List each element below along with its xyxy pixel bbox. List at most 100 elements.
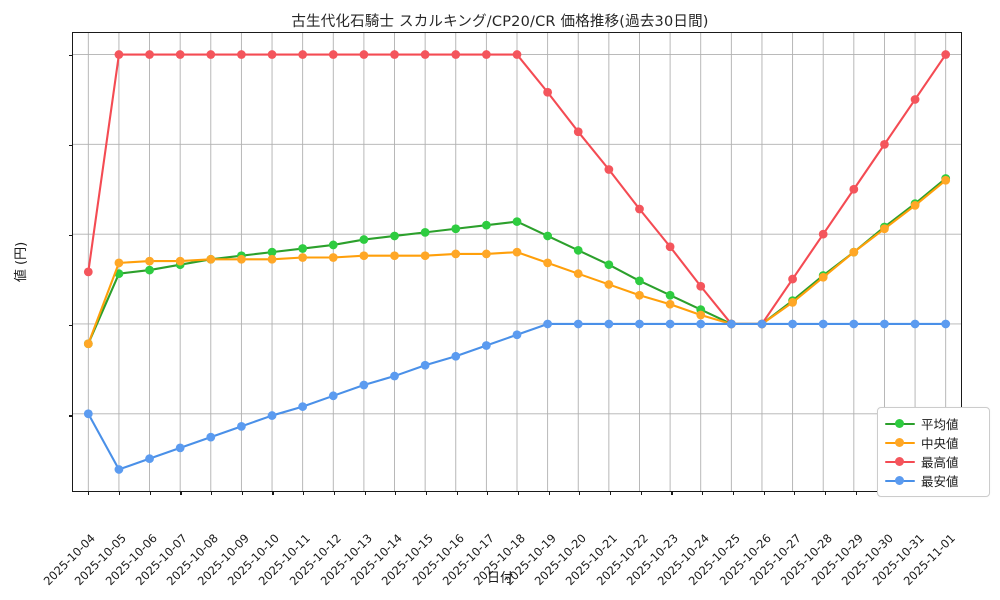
data-point-marker xyxy=(451,224,461,234)
y-tick-mark xyxy=(69,54,73,56)
data-point-marker xyxy=(543,87,553,97)
legend-swatch-icon xyxy=(885,436,915,450)
data-point-marker xyxy=(420,360,430,370)
x-tick-mark xyxy=(518,491,520,495)
data-point-marker xyxy=(298,244,308,253)
x-tick-mark xyxy=(855,491,857,495)
x-tick-mark xyxy=(119,491,121,495)
y-tick-mark xyxy=(69,144,73,146)
data-point-marker xyxy=(635,290,644,300)
data-point-marker xyxy=(635,204,644,214)
legend-item[interactable]: 最安値 xyxy=(885,471,982,490)
data-point-marker xyxy=(481,50,491,59)
data-point-marker xyxy=(543,231,553,241)
data-point-marker xyxy=(573,127,583,137)
data-point-marker xyxy=(451,249,461,259)
x-tick-mark xyxy=(180,491,182,495)
grid-lines xyxy=(73,33,961,491)
plot-area: 100150200250300 2025-10-042025-10-052025… xyxy=(41,32,962,588)
x-tick-mark xyxy=(333,491,335,495)
data-point-marker xyxy=(114,465,124,474)
series-line xyxy=(87,179,947,345)
data-point-marker xyxy=(573,319,583,329)
x-tick-mark xyxy=(487,491,489,495)
data-point-marker xyxy=(420,251,430,261)
data-point-marker xyxy=(420,227,430,237)
legend-label: 最高値 xyxy=(921,455,959,470)
data-point-marker xyxy=(665,299,675,309)
data-point-marker xyxy=(880,319,889,329)
data-point-marker xyxy=(573,269,583,279)
chart-title: 古生代化石騎士 スカルキング/CP20/CR 価格推移(過去30日間) xyxy=(291,14,709,30)
data-point-marker xyxy=(696,319,706,329)
data-point-marker xyxy=(83,409,93,419)
data-point-marker xyxy=(83,267,93,277)
data-point-marker xyxy=(237,50,246,59)
data-point-marker xyxy=(206,432,216,442)
x-tick-mark xyxy=(303,491,305,495)
x-tick-mark xyxy=(610,491,612,495)
data-point-marker xyxy=(359,251,369,261)
data-point-marker xyxy=(543,258,553,268)
data-point-marker xyxy=(941,50,951,59)
data-point-marker xyxy=(359,235,369,244)
series-line xyxy=(87,322,947,471)
data-point-marker xyxy=(451,351,461,361)
series-lines xyxy=(83,50,951,474)
data-point-marker xyxy=(512,50,522,59)
data-point-marker xyxy=(328,50,338,59)
data-point-marker xyxy=(512,247,522,257)
legend-item[interactable]: 中央値 xyxy=(885,433,982,452)
legend-label: 平均値 xyxy=(921,417,959,432)
data-point-marker xyxy=(420,50,430,59)
data-point-marker xyxy=(145,50,154,59)
data-point-marker xyxy=(635,319,644,329)
x-tick-mark xyxy=(149,491,151,495)
x-tick-mark xyxy=(579,491,581,495)
x-tick-mark xyxy=(395,491,397,495)
series-line xyxy=(87,177,947,345)
data-point-marker xyxy=(604,280,614,289)
x-tick-mark xyxy=(364,491,366,495)
data-point-marker xyxy=(788,298,797,307)
data-point-marker xyxy=(665,242,675,252)
y-tick-mark xyxy=(69,325,73,327)
y-tick-mark xyxy=(69,415,73,417)
data-point-marker xyxy=(696,281,706,291)
legend-item[interactable]: 平均値 xyxy=(885,414,982,433)
data-point-marker xyxy=(573,245,583,255)
data-point-marker xyxy=(849,247,859,257)
data-point-marker xyxy=(267,50,277,59)
data-point-marker xyxy=(390,251,399,261)
legend-item[interactable]: 最高値 xyxy=(885,452,982,471)
x-tick-mark xyxy=(88,491,90,495)
data-point-marker xyxy=(114,50,124,59)
x-tick-mark xyxy=(640,491,642,495)
data-point-marker xyxy=(390,371,399,381)
y-tick-mark xyxy=(69,235,73,237)
data-point-marker xyxy=(910,319,920,329)
x-tick-mark xyxy=(272,491,274,495)
data-point-marker xyxy=(359,380,369,390)
legend-swatch-icon xyxy=(885,474,915,488)
data-point-marker xyxy=(328,240,338,250)
data-point-marker xyxy=(145,265,154,275)
data-point-marker xyxy=(237,254,246,264)
y-axis-title: 値 (円) xyxy=(14,241,29,283)
data-point-marker xyxy=(328,253,338,262)
x-tick-mark xyxy=(425,491,428,495)
data-point-marker xyxy=(941,175,951,185)
data-point-marker xyxy=(267,254,277,264)
data-point-marker xyxy=(818,229,828,239)
x-tick-mark xyxy=(211,491,213,495)
chart-legend: 平均値 中央値最高値 最安値 xyxy=(877,407,990,497)
data-point-marker xyxy=(175,443,185,453)
data-point-marker xyxy=(267,411,277,420)
data-point-marker xyxy=(390,231,399,241)
data-point-marker xyxy=(543,319,553,329)
data-point-marker xyxy=(726,319,736,329)
data-point-marker xyxy=(604,319,614,329)
data-point-marker xyxy=(298,50,308,59)
x-tick-mark xyxy=(824,491,826,495)
data-point-marker xyxy=(359,50,369,59)
